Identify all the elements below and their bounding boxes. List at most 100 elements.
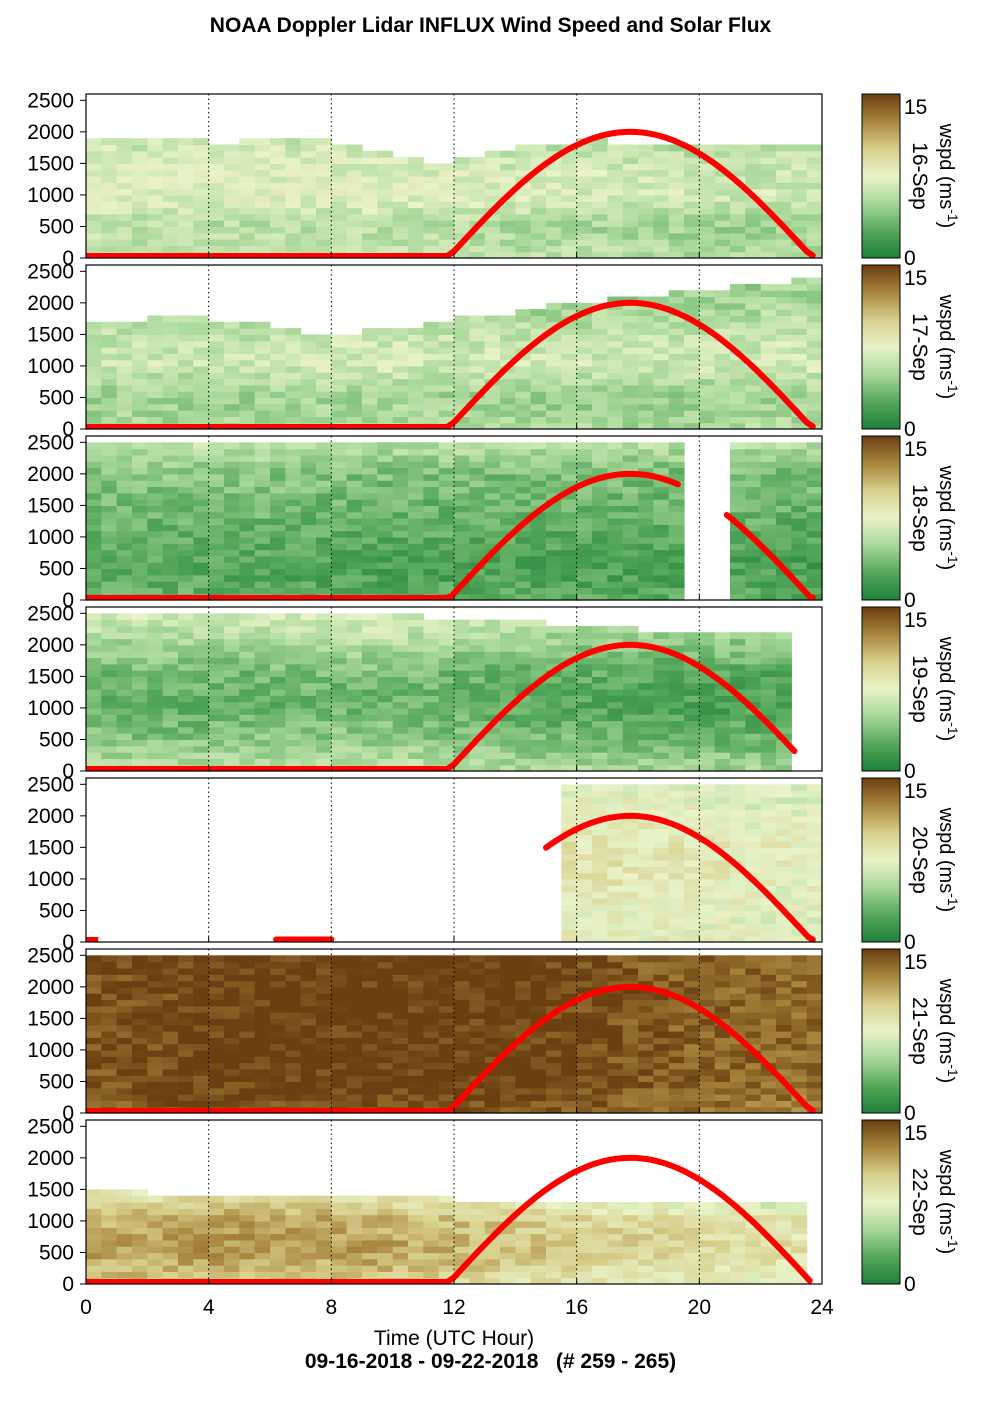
heatmap-cell <box>316 232 332 240</box>
heatmap-cell <box>607 518 624 525</box>
heatmap-cell <box>208 245 225 253</box>
heatmap-cell <box>592 397 608 405</box>
heatmap-cell <box>408 397 424 405</box>
heatmap-cell <box>208 144 225 152</box>
heatmap-cell <box>515 467 532 475</box>
heatmap-cell <box>592 461 608 469</box>
heatmap-cell <box>132 1037 148 1045</box>
heatmap-cell <box>576 416 593 424</box>
heatmap-cell <box>86 1005 102 1013</box>
heatmap-cell <box>684 784 700 792</box>
heatmap-cell <box>607 803 624 811</box>
heatmap-cell <box>607 809 624 817</box>
heatmap-cell <box>730 384 746 392</box>
heatmap-cell <box>178 676 194 684</box>
heatmap-cell <box>270 492 286 500</box>
heatmap-cell <box>484 536 501 544</box>
heatmap-cell <box>224 961 240 969</box>
heatmap-cell <box>346 454 363 462</box>
heatmap-cell <box>224 321 240 329</box>
heatmap-cell <box>132 334 148 342</box>
heatmap-cell <box>162 619 179 627</box>
heatmap-cell <box>500 403 516 411</box>
heatmap-cell <box>178 220 194 228</box>
heatmap-cell <box>346 536 363 544</box>
heatmap-cell <box>561 784 578 792</box>
heatmap-cell <box>162 555 179 563</box>
heatmap-cell <box>592 574 608 582</box>
heatmap-cell <box>346 410 363 417</box>
heatmap-cell <box>285 967 302 975</box>
heatmap-cell <box>224 574 240 582</box>
heatmap-cell <box>714 841 731 848</box>
heatmap-cell <box>745 384 762 392</box>
heatmap-cell <box>270 372 286 380</box>
heatmap-cell <box>469 536 486 544</box>
heatmap-cell <box>116 365 133 373</box>
heatmap-cell <box>638 391 654 399</box>
heatmap-cell <box>745 543 762 551</box>
y-tick-label: 0 <box>62 760 74 783</box>
heatmap-cell <box>638 480 654 488</box>
heatmap-cell <box>607 707 624 715</box>
heatmap-cell <box>423 207 440 215</box>
heatmap-cell <box>469 505 486 513</box>
heatmap-cell <box>653 251 670 259</box>
heatmap-cell <box>224 1087 240 1095</box>
heatmap-cell <box>270 980 286 988</box>
heatmap-cell <box>270 562 286 570</box>
heatmap-cell <box>408 416 424 424</box>
heatmap-cell <box>178 758 194 766</box>
heatmap-cell <box>791 549 808 557</box>
heatmap-cell <box>116 549 133 557</box>
heatmap-cell <box>607 454 624 462</box>
heatmap-cell <box>147 518 164 525</box>
heatmap-cell <box>607 334 624 342</box>
heatmap-cell <box>592 885 608 893</box>
heatmap-cell <box>224 739 240 747</box>
heatmap-cell <box>116 625 133 633</box>
heatmap-cell <box>132 461 148 469</box>
heatmap-cell <box>561 511 578 519</box>
heatmap-cell <box>86 163 102 171</box>
heatmap-cell <box>270 961 286 969</box>
heatmap-cell <box>423 536 440 544</box>
heatmap-cell <box>101 999 118 1007</box>
heatmap-cell <box>116 961 133 969</box>
heatmap-cell <box>561 891 578 899</box>
heatmap-cell <box>454 182 470 190</box>
heatmap-cell <box>776 682 792 690</box>
heatmap-cell <box>806 169 823 177</box>
heatmap-cell <box>576 752 593 759</box>
heatmap-cell <box>362 613 378 621</box>
heatmap-cell <box>86 182 102 190</box>
heatmap-cell <box>730 593 746 601</box>
heatmap-cell <box>730 549 746 557</box>
heatmap-cell <box>270 511 286 519</box>
heatmap-cell <box>714 372 731 380</box>
heatmap-cell <box>254 220 271 228</box>
heatmap-cell <box>423 714 440 722</box>
heatmap-cell <box>178 226 194 234</box>
heatmap-cell <box>469 245 486 253</box>
heatmap-cell <box>638 897 654 905</box>
heatmap-cell <box>592 587 608 595</box>
heatmap-cell <box>576 897 593 905</box>
heatmap-cell <box>147 632 164 640</box>
heatmap-cell <box>454 638 470 646</box>
heatmap-cell <box>745 726 762 734</box>
heatmap-cell <box>546 480 562 488</box>
heatmap-cell <box>592 347 608 354</box>
heatmap-cell <box>132 321 148 329</box>
heatmap-cell <box>239 176 256 183</box>
heatmap-cell <box>300 467 317 475</box>
heatmap-cell <box>270 733 286 741</box>
heatmap-cell <box>776 422 792 430</box>
heatmap-cell <box>239 226 256 234</box>
heatmap-cell <box>806 562 823 570</box>
heatmap-cell <box>776 707 792 715</box>
heatmap-cell <box>423 619 440 627</box>
heatmap-cell <box>760 505 777 513</box>
heatmap-cell <box>699 422 716 430</box>
